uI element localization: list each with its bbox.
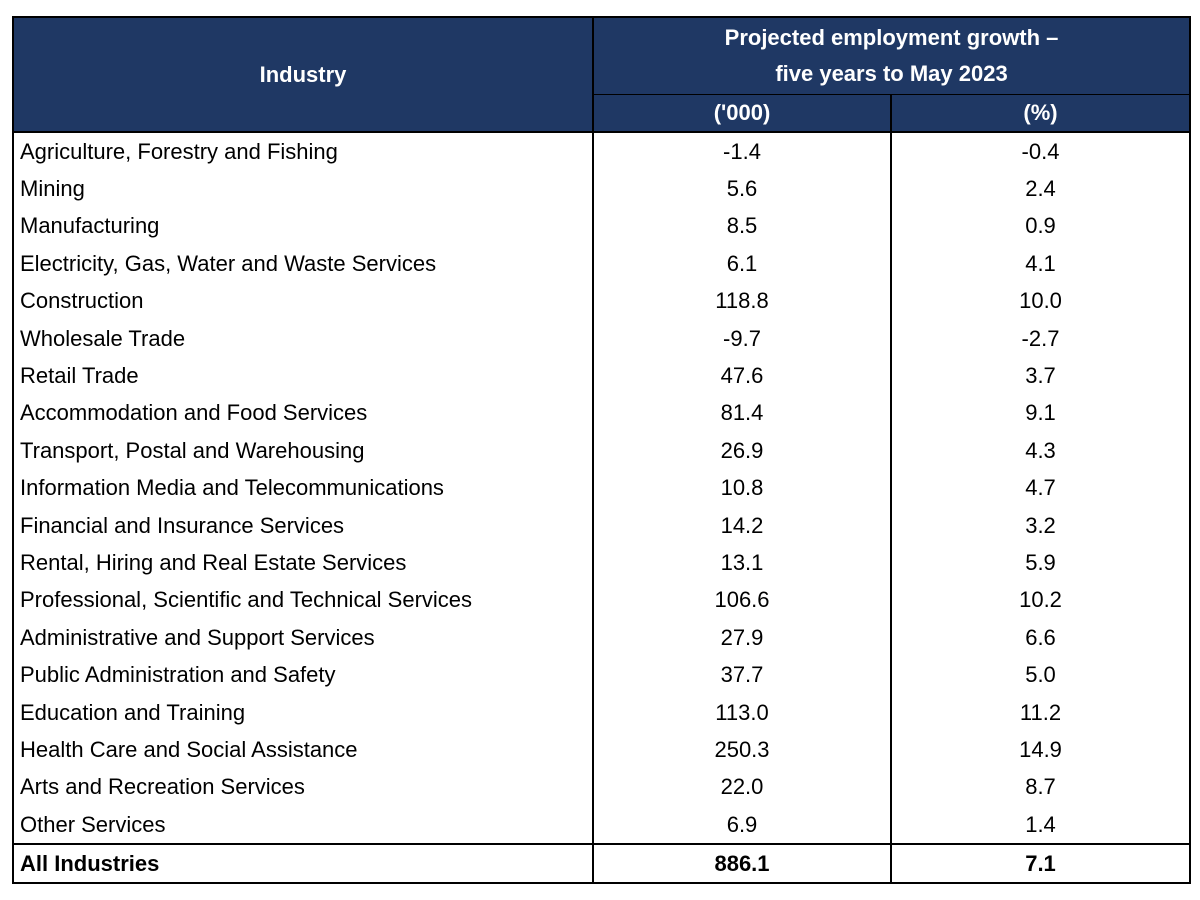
- table-header: Industry Projected employment growth – f…: [12, 16, 1192, 133]
- industry-cell: Transport, Postal and Warehousing: [12, 432, 594, 470]
- thousands-cell: 250.3: [592, 731, 892, 769]
- thousands-cell: 6.1: [592, 245, 892, 283]
- table-row: Professional, Scientific and Technical S…: [12, 581, 1192, 620]
- percent-cell: 4.7: [889, 469, 1192, 507]
- thousands-cell: 27.9: [592, 619, 892, 657]
- thousands-cell: -1.4: [592, 132, 892, 171]
- table-row: Education and Training 113.0 11.2: [12, 693, 1192, 732]
- table-row: Other Services 6.9 1.4: [12, 806, 1192, 846]
- thousands-cell: 118.8: [592, 282, 892, 320]
- table-row: Administrative and Support Services 27.9 6…: [12, 619, 1192, 657]
- table-row: Rental, Hiring and Real Estate Services 1…: [12, 544, 1192, 582]
- total-percent-cell: 7.1: [889, 843, 1192, 885]
- table-body: Agriculture, Forestry and Fishing -1.4 -0.…: [12, 132, 1192, 846]
- group-header-line-2: five years to May 2023: [775, 61, 1008, 86]
- percent-cell: 11.2: [889, 693, 1192, 732]
- thousands-cell: 6.9: [592, 806, 892, 846]
- table-row: Arts and Recreation Services 22.0 8.7: [12, 768, 1192, 807]
- industry-cell: Wholesale Trade: [12, 319, 594, 358]
- thousands-cell: 81.4: [592, 394, 892, 433]
- industry-cell: Agriculture, Forestry and Fishing: [12, 132, 594, 171]
- industry-cell: Public Administration and Safety: [12, 656, 594, 694]
- thousands-cell: 106.6: [592, 581, 892, 620]
- table-row: Electricity, Gas, Water and Waste Servic…: [12, 245, 1192, 283]
- thousands-cell: 22.0: [592, 768, 892, 807]
- industry-cell: Administrative and Support Services: [12, 619, 594, 657]
- table-row: Retail Trade 47.6 3.7: [12, 357, 1192, 395]
- percent-cell: 3.7: [889, 357, 1192, 395]
- industry-cell: Electricity, Gas, Water and Waste Servic…: [12, 245, 594, 283]
- header-row-units: ('000) (%): [13, 94, 1192, 133]
- industry-cell: Education and Training: [12, 693, 594, 732]
- table-footer: All Industries 886.1 7.1: [12, 843, 1192, 885]
- percent-cell: -0.4: [889, 132, 1192, 171]
- thousands-cell: 47.6: [592, 357, 892, 395]
- industry-column-header: Industry: [12, 16, 594, 133]
- table-row: Mining 5.6 2.4: [12, 170, 1192, 208]
- header-row-top: Industry Projected employment growth – f…: [12, 16, 1192, 133]
- total-industry-cell: All Industries: [12, 843, 594, 885]
- thousands-cell: 5.6: [592, 170, 892, 208]
- percent-cell: -2.7: [889, 319, 1192, 358]
- table-row: Health Care and Social Assistance 250.3 14…: [12, 731, 1192, 769]
- industry-cell: Rental, Hiring and Real Estate Services: [12, 544, 594, 582]
- percent-cell: 8.7: [889, 768, 1192, 807]
- thousands-cell: 113.0: [592, 693, 892, 732]
- table-row: Financial and Insurance Services 14.2 3.2: [12, 506, 1192, 545]
- projected-growth-group-header: Projected employment growth – five years…: [591, 16, 1192, 95]
- industry-cell: Information Media and Telecommunications: [12, 469, 594, 507]
- percent-cell: 0.9: [889, 207, 1192, 246]
- industry-cell: Mining: [12, 170, 594, 208]
- group-header-line-1: Projected employment growth –: [724, 25, 1059, 50]
- thousands-column-header: ('000): [592, 94, 892, 133]
- table-row: Manufacturing 8.5 0.9: [12, 207, 1192, 246]
- employment-growth-table-container: Industry Projected employment growth – f…: [12, 16, 1192, 885]
- percent-cell: 10.0: [889, 282, 1192, 320]
- table-row: Agriculture, Forestry and Fishing -1.4 -0.…: [12, 132, 1192, 171]
- employment-growth-table: Industry Projected employment growth – f…: [12, 16, 1192, 885]
- thousands-cell: 13.1: [592, 544, 892, 582]
- thousands-cell: 8.5: [592, 207, 892, 246]
- industry-cell: Accommodation and Food Services: [12, 394, 594, 433]
- industry-cell: Arts and Recreation Services: [12, 768, 594, 807]
- industry-cell: Retail Trade: [12, 357, 594, 395]
- total-row: All Industries 886.1 7.1: [12, 843, 1192, 885]
- industry-cell: Health Care and Social Assistance: [12, 731, 594, 769]
- industry-cell: Financial and Insurance Services: [12, 506, 594, 545]
- percent-cell: 4.3: [889, 432, 1192, 470]
- percent-cell: 1.4: [889, 806, 1192, 846]
- percent-cell: 4.1: [889, 245, 1192, 283]
- percent-cell: 5.9: [889, 544, 1192, 582]
- thousands-cell: 14.2: [592, 506, 892, 545]
- percent-cell: 6.6: [889, 619, 1192, 657]
- industry-cell: Professional, Scientific and Technical S…: [12, 581, 594, 620]
- percent-cell: 2.4: [889, 170, 1192, 208]
- table-row: Information Media and Telecommunications…: [12, 469, 1192, 507]
- percent-cell: 5.0: [889, 656, 1192, 694]
- thousands-cell: 26.9: [592, 432, 892, 470]
- thousands-cell: 37.7: [592, 656, 892, 694]
- industry-cell: Construction: [12, 282, 594, 320]
- percent-cell: 9.1: [889, 394, 1192, 433]
- percent-cell: 10.2: [889, 581, 1192, 620]
- table-row: Accommodation and Food Services 81.4 9.1: [12, 394, 1192, 433]
- table-row: Public Administration and Safety 37.7 5.0: [12, 656, 1192, 694]
- percent-cell: 14.9: [889, 731, 1192, 769]
- thousands-cell: 10.8: [592, 469, 892, 507]
- industry-cell: Other Services: [12, 806, 594, 846]
- table-row: Construction 118.8 10.0: [12, 282, 1192, 320]
- percent-column-header: (%): [889, 94, 1192, 133]
- percent-cell: 3.2: [889, 506, 1192, 545]
- table-row: Wholesale Trade -9.7 -2.7: [12, 319, 1192, 358]
- table-row: Transport, Postal and Warehousing 26.9 4.3: [12, 432, 1192, 470]
- total-thousands-cell: 886.1: [592, 843, 892, 885]
- industry-cell: Manufacturing: [12, 207, 594, 246]
- thousands-cell: -9.7: [592, 319, 892, 358]
